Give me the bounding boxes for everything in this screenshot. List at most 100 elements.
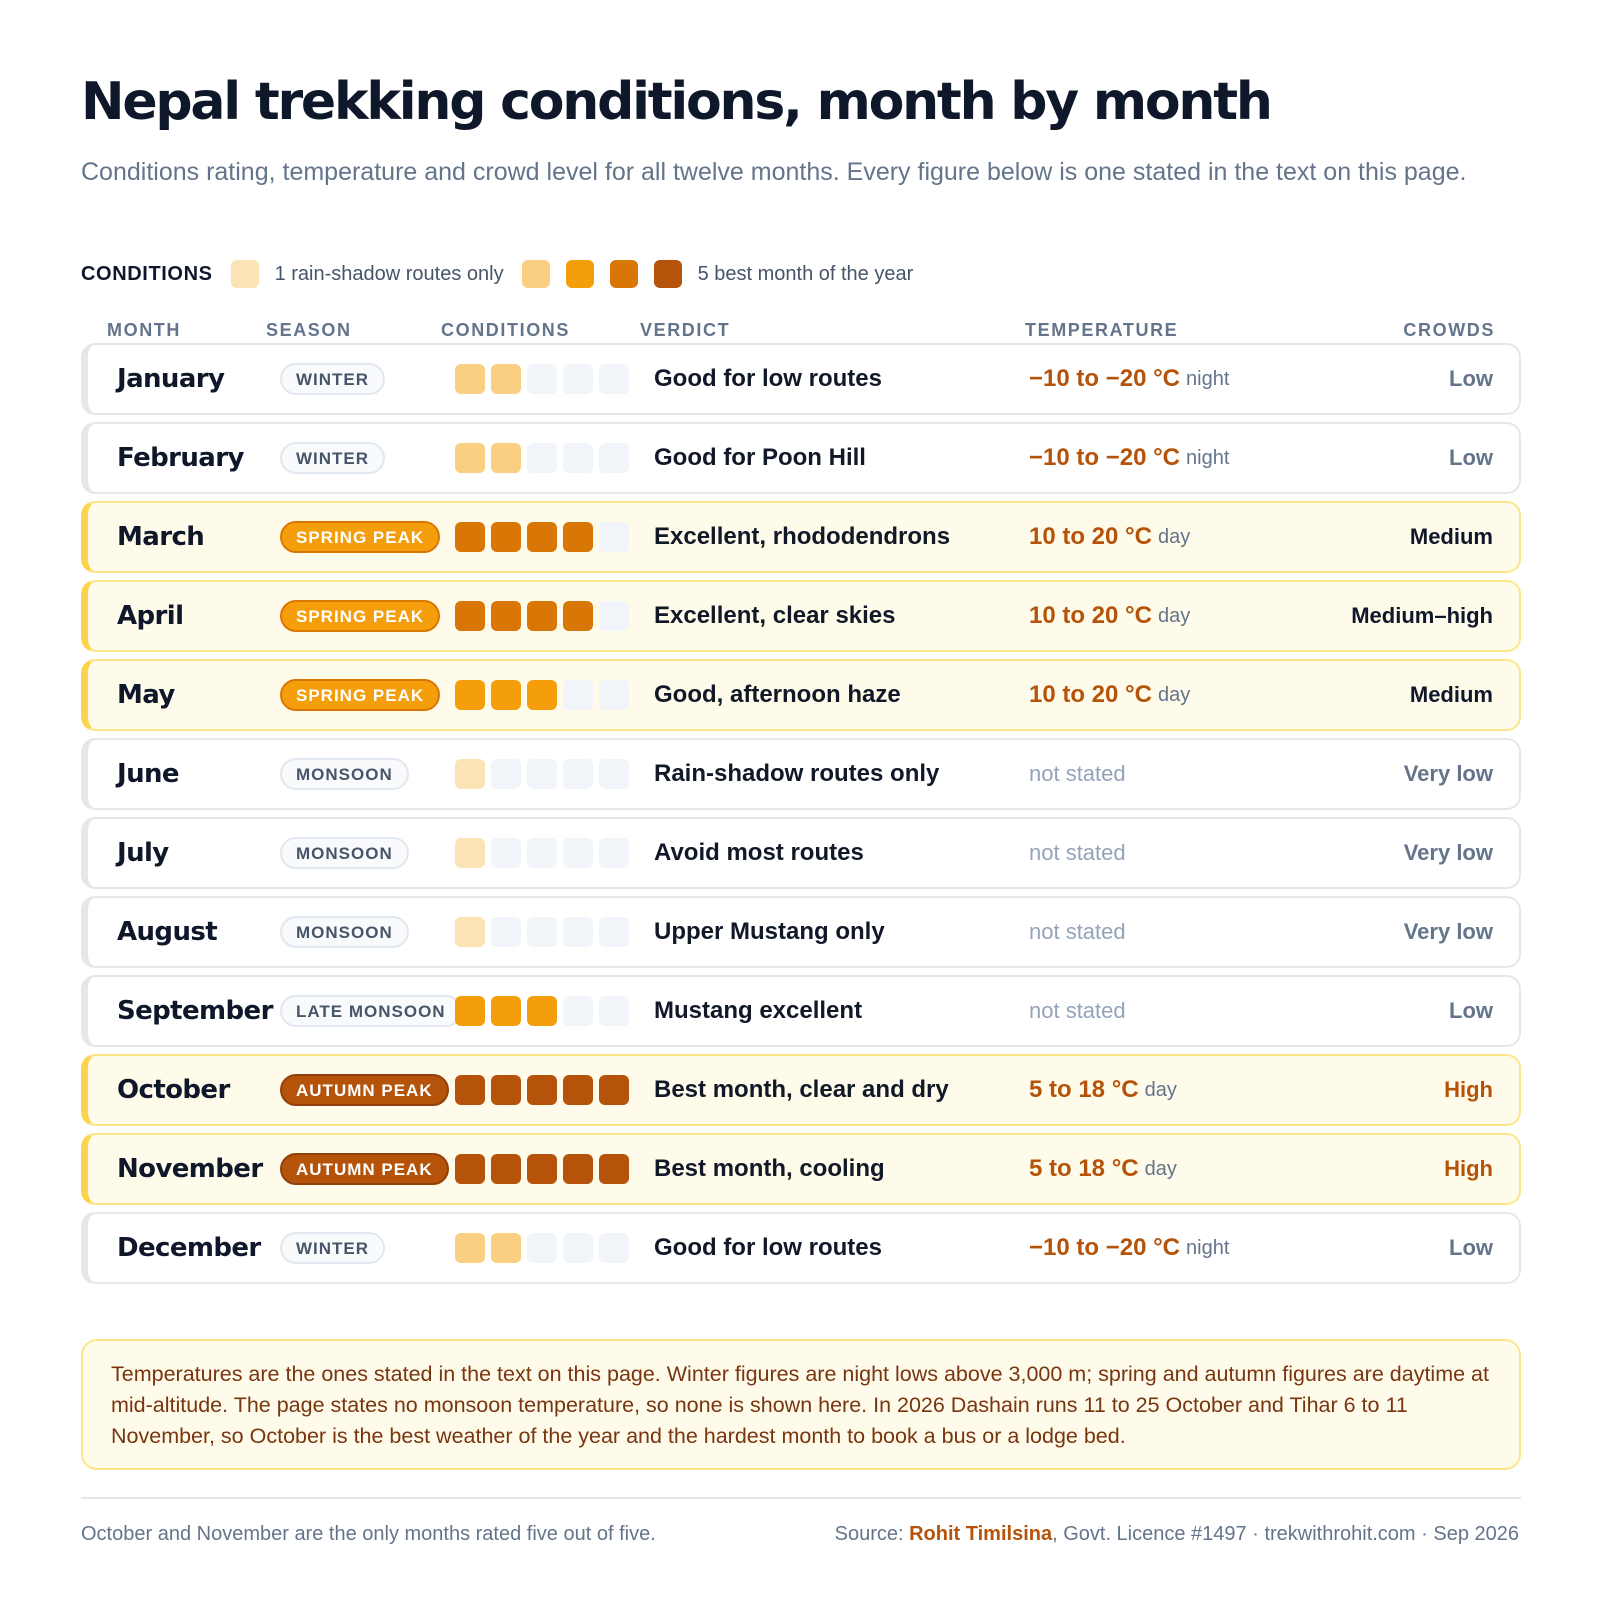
temperature-period: night	[1186, 446, 1230, 469]
temperature-cell: −10 to −20 °C night	[1029, 1214, 1229, 1282]
season-cell: AUTUMN PEAK	[280, 1135, 449, 1203]
month-name: January	[117, 364, 225, 394]
season-badge: MONSOON	[280, 916, 409, 948]
page-title: Nepal trekking conditions, month by mont…	[81, 72, 1273, 132]
rating-box	[599, 364, 629, 394]
rating-box	[527, 443, 557, 473]
header-temperature: TEMPERATURE	[1025, 320, 1179, 340]
rating-box	[455, 1154, 485, 1184]
season-cell: SPRING PEAK	[280, 582, 441, 650]
rating-box	[527, 1233, 557, 1263]
rating-box	[455, 522, 485, 552]
season-badge: SPRING PEAK	[280, 600, 441, 632]
conditions-rating	[455, 582, 635, 650]
verdict-text: Best month, cooling	[654, 1155, 885, 1182]
month-name: October	[117, 1075, 230, 1105]
footer-divider	[81, 1497, 1521, 1499]
temperature-value: not stated	[1029, 998, 1126, 1023]
header-crowds: CROWDS	[1403, 320, 1495, 340]
rating-box	[455, 443, 485, 473]
rating-box	[563, 443, 593, 473]
rating-box	[491, 838, 521, 868]
header-month: MONTH	[107, 320, 181, 340]
rating-box	[563, 680, 593, 710]
rating-box	[563, 601, 593, 631]
season-cell: SPRING PEAK	[280, 661, 441, 729]
crowds-level: Low	[1449, 445, 1493, 470]
verdict-text: Good, afternoon haze	[654, 681, 901, 708]
table-row: July MONSOON Avoid most routes not stated Ve…	[81, 817, 1521, 889]
table-row: October AUTUMN PEAK Best month, clear and …	[81, 1054, 1521, 1126]
rating-box	[563, 1233, 593, 1263]
month-name: March	[117, 522, 205, 552]
season-badge: WINTER	[280, 363, 386, 395]
table-row: April SPRING PEAK Excellent, clear skies 10…	[81, 580, 1521, 652]
rating-box	[455, 838, 485, 868]
month-name: February	[117, 443, 244, 473]
crowds-level: Medium	[1409, 524, 1493, 549]
temperature-cell: −10 to −20 °C night	[1029, 345, 1229, 413]
season-badge: MONSOON	[280, 758, 409, 790]
season-cell: WINTER	[280, 1214, 386, 1282]
crowds-level: Very low	[1403, 919, 1493, 944]
season-cell: WINTER	[280, 424, 386, 492]
temperature-cell: −10 to −20 °C night	[1029, 424, 1229, 492]
season-badge: MONSOON	[280, 837, 409, 869]
conditions-rating	[455, 1135, 635, 1203]
season-badge: AUTUMN PEAK	[280, 1153, 449, 1185]
rating-box	[599, 522, 629, 552]
crowds-level: Low	[1449, 998, 1493, 1023]
temperature-period: day	[1157, 604, 1191, 627]
season-cell: MONSOON	[280, 740, 409, 808]
rating-box	[455, 996, 485, 1026]
legend-swatch-1	[230, 260, 259, 288]
verdict-text: Excellent, rhododendrons	[654, 523, 951, 550]
crowds-level: Medium	[1409, 682, 1493, 707]
rating-box	[563, 838, 593, 868]
temperature-cell: not stated	[1029, 898, 1126, 966]
footer-note: October and November are the only months…	[81, 1523, 656, 1545]
temperature-cell: 5 to 18 °C day	[1029, 1135, 1177, 1203]
crowds-level: Very low	[1403, 840, 1493, 865]
crowds-level: High	[1444, 1077, 1493, 1102]
temperature-period: day	[1157, 525, 1191, 548]
temperature-cell: 10 to 20 °C day	[1029, 503, 1190, 571]
conditions-legend: CONDITIONS 1 rain-shadow routes only 5 b…	[81, 260, 913, 288]
rating-box	[491, 522, 521, 552]
crowds-level: Low	[1449, 1235, 1493, 1260]
rating-box	[455, 759, 485, 789]
crowds-level: Low	[1449, 366, 1493, 391]
legend-swatch-3	[565, 260, 594, 288]
conditions-rating	[455, 661, 635, 729]
season-badge: AUTUMN PEAK	[280, 1074, 449, 1106]
conditions-rating	[455, 898, 635, 966]
legend-swatch-4	[609, 260, 638, 288]
season-cell: WINTER	[280, 345, 386, 413]
month-name: November	[117, 1154, 263, 1184]
verdict-text: Rain-shadow routes only	[654, 760, 940, 787]
table-row: January WINTER Good for low routes −10 to −…	[81, 343, 1521, 415]
rating-box	[563, 1075, 593, 1105]
conditions-rating	[455, 1056, 635, 1124]
temperature-value: 10 to 20 °C	[1029, 602, 1152, 629]
rating-box	[599, 1154, 629, 1184]
month-name: December	[117, 1233, 261, 1263]
rating-box	[527, 759, 557, 789]
rating-box	[491, 364, 521, 394]
verdict-text: Upper Mustang only	[654, 918, 885, 945]
conditions-rating	[455, 503, 635, 571]
table-header: MONTH SEASON CONDITIONS VERDICT TEMPERAT…	[81, 320, 1521, 344]
header-season: SEASON	[266, 320, 352, 340]
verdict-text: Mustang excellent	[654, 997, 863, 1024]
verdict-text: Excellent, clear skies	[654, 602, 896, 629]
table-row: September LATE MONSOON Mustang excellent no…	[81, 975, 1521, 1047]
rating-box	[455, 680, 485, 710]
table-row: June MONSOON Rain-shadow routes only not st…	[81, 738, 1521, 810]
season-cell: MONSOON	[280, 898, 409, 966]
source-details: , Govt. Licence #1497 · trekwithrohit.co…	[1052, 1523, 1519, 1545]
rating-box	[563, 1154, 593, 1184]
rating-box	[455, 1233, 485, 1263]
rating-box	[599, 1075, 629, 1105]
temperature-value: −10 to −20 °C	[1029, 444, 1181, 471]
season-cell: AUTUMN PEAK	[280, 1056, 449, 1124]
